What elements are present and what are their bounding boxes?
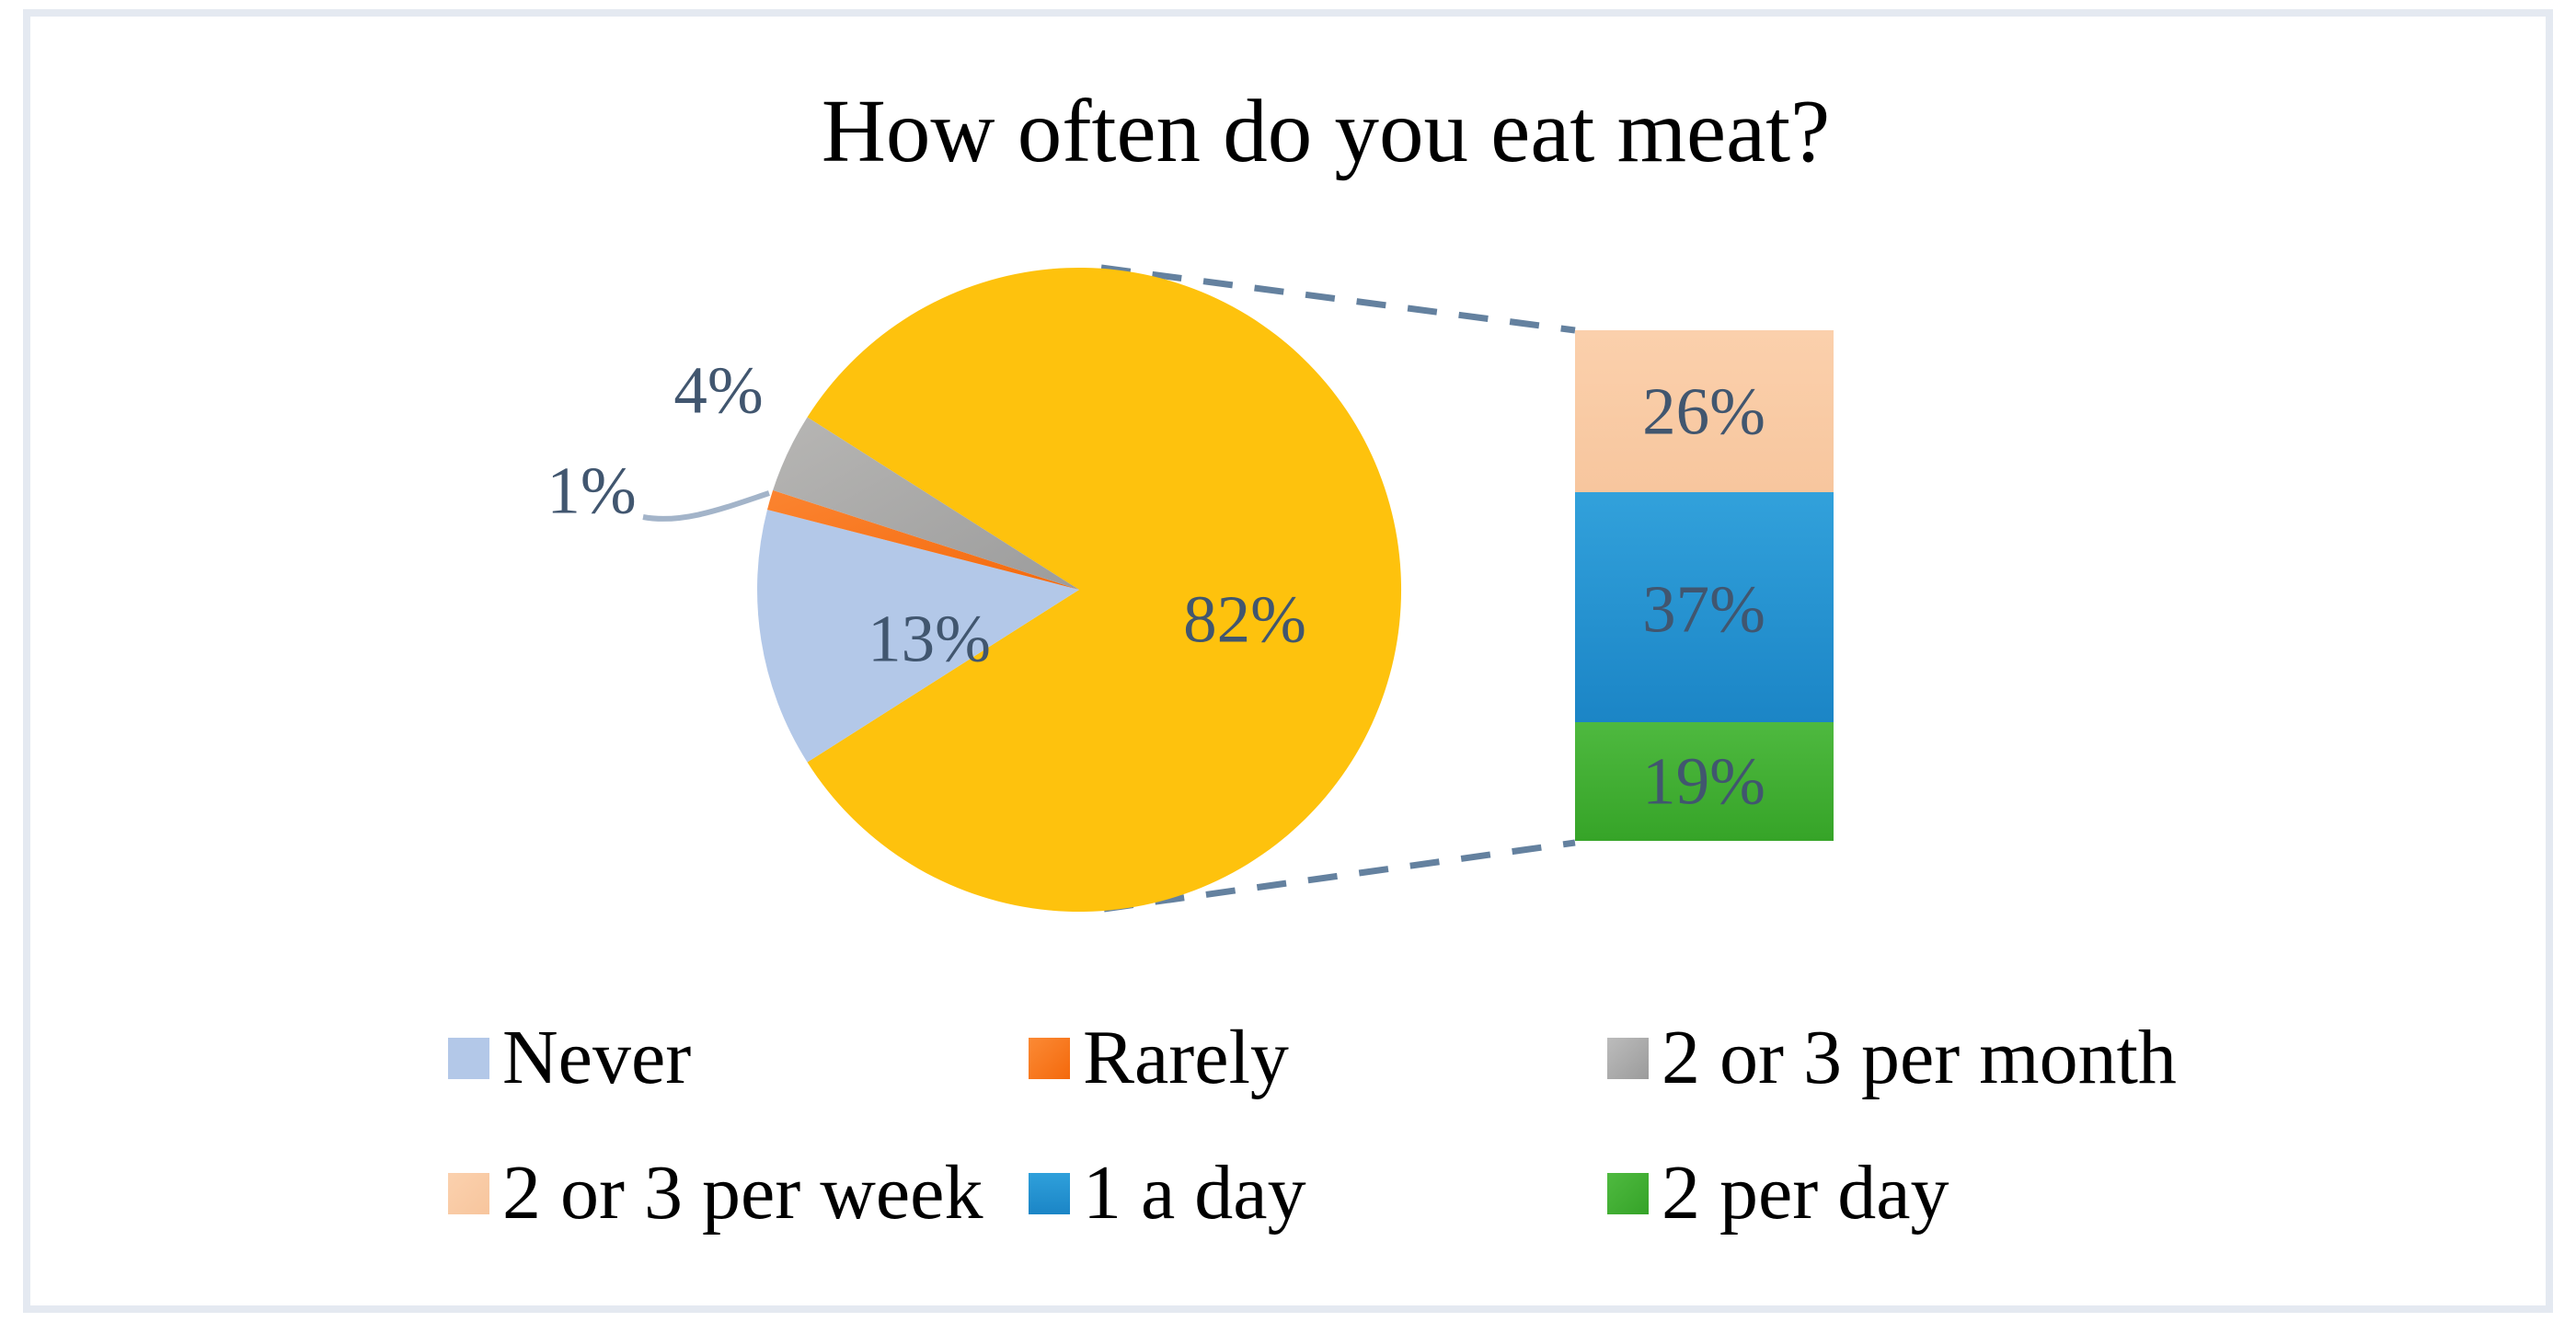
- legend-item-never: Never: [448, 1014, 691, 1102]
- legend-item-1aday: 1 a day: [1029, 1149, 1306, 1237]
- legend-label-2perday: 2 per day: [1662, 1150, 1949, 1236]
- legend-label-1aday: 1 a day: [1083, 1150, 1306, 1236]
- legend-item-2perday: 2 per day: [1607, 1149, 1949, 1237]
- pie-slice-month: [773, 417, 1079, 590]
- leader-line-rarely: [642, 490, 770, 522]
- legend-label-month: 2 or 3 per month: [1662, 1015, 2177, 1100]
- pie-slice-never: [757, 510, 1079, 763]
- legend-swatch-month-icon: [1607, 1037, 1649, 1079]
- legend-swatch-never-icon: [448, 1037, 489, 1079]
- pie-label-month: 4%: [673, 352, 764, 428]
- pie-label-rarely: 1%: [546, 453, 637, 528]
- legend-swatch-week-icon: [448, 1172, 489, 1214]
- legend-item-week: 2 or 3 per week: [448, 1149, 983, 1237]
- legend-item-rarely: Rarely: [1029, 1014, 1289, 1102]
- legend-label-week: 2 or 3 per week: [502, 1150, 983, 1236]
- pie-label-never: 13%: [868, 601, 991, 676]
- bar-segment-2perday: [1575, 722, 1834, 841]
- pie-slice-rarely: [767, 489, 1079, 590]
- bar-label-2perday: 19%: [1642, 743, 1765, 819]
- connector-line-bottom: [1103, 839, 1576, 913]
- legend-swatch-rarely-icon: [1029, 1037, 1070, 1079]
- legend-label-never: Never: [502, 1015, 692, 1100]
- bar-segment-1aday: [1575, 492, 1834, 722]
- legend-swatch-2perday-icon: [1607, 1172, 1649, 1214]
- bar-label-week: 26%: [1642, 374, 1765, 449]
- legend-label-rarely: Rarely: [1083, 1015, 1289, 1100]
- legend-item-month: 2 or 3 per month: [1607, 1014, 2177, 1102]
- pie-slice-other: [807, 268, 1402, 912]
- legend-swatch-1aday-icon: [1029, 1172, 1070, 1214]
- bar-label-1aday: 37%: [1642, 571, 1765, 647]
- pie-label-other: 82%: [1183, 581, 1306, 657]
- connector-line-top: [1100, 264, 1576, 334]
- chart-title: How often do you eat meat?: [821, 82, 1831, 180]
- bar-segment-week: [1575, 330, 1834, 492]
